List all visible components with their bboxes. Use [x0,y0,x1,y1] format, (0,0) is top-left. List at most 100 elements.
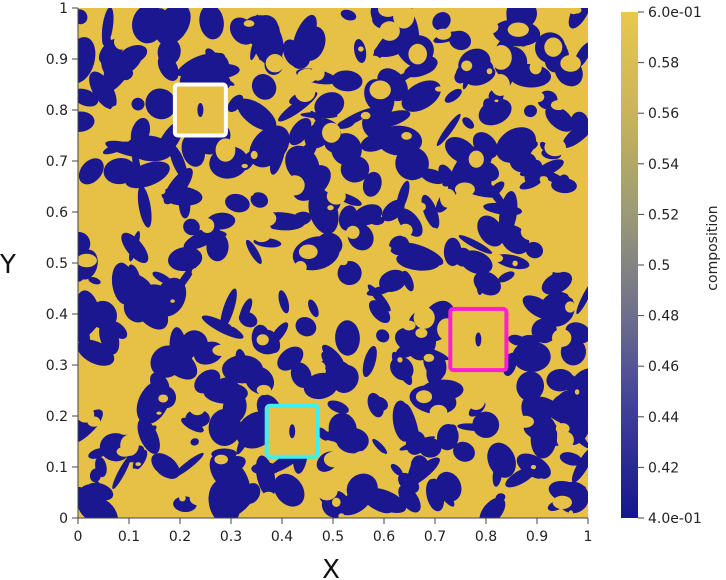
high-phase-domain [294,81,316,103]
high-phase-domain [560,55,581,72]
low-phase-domain [252,19,284,66]
high-phase-domain [248,190,255,196]
colorbar-tick-label: 0.54 [648,157,679,173]
low-phase-domain [86,482,114,501]
high-phase-domain [270,495,278,504]
y-tick-label: 0.1 [46,460,68,476]
low-phase-domain [250,192,269,208]
high-phase-domain [78,253,97,268]
inclusion [289,424,296,439]
high-phase-domain [549,260,567,273]
high-phase-domain [552,328,572,347]
inclusion [475,332,482,347]
low-phase-domain [372,438,388,455]
high-phase-domain [454,182,475,197]
high-phase-domain [476,20,499,35]
high-phase-domain [568,150,588,167]
low-phase-domain [494,254,530,270]
low-phase-domain [505,466,537,488]
high-phase-domain [250,150,258,160]
high-phase-domain [186,280,194,289]
high-phase-domain [108,242,125,256]
colorbar-tick-label: 0.58 [648,56,679,72]
colorbar-tick-label: 4.0e-01 [648,511,702,527]
low-phase-domain [576,280,588,315]
low-phase-domain [337,118,356,129]
low-phase-domain [337,261,362,286]
low-phase-domain [478,98,512,126]
y-axis-title: Y [0,250,16,280]
high-phase-domain [141,58,154,72]
low-phase-domain [541,271,573,295]
low-phase-domain [335,320,360,356]
high-phase-domain [353,466,362,475]
high-phase-domain [214,454,228,465]
high-phase-domain [415,390,433,404]
x-tick-label: 0 [74,529,83,545]
low-phase-domain [131,97,145,111]
high-phase-domain [159,186,166,195]
low-phase-domain [157,38,181,66]
high-phase-domain [312,361,326,373]
high-phase-domain [85,370,104,392]
colorbar-tick-label: 0.48 [648,309,679,325]
low-phase-domain [131,146,142,184]
low-phase-domain [78,37,96,84]
high-phase-domain [283,270,293,281]
low-phase-domain [565,322,588,344]
low-phase-domain [545,105,574,132]
low-phase-domain [392,400,413,442]
low-phase-domain [290,362,312,388]
low-phase-domain [220,288,237,330]
high-phase-domain [568,510,574,515]
low-phase-domain [479,497,506,518]
low-phase-domain [225,193,250,213]
low-phase-domain [278,290,290,314]
low-phase-domain [155,8,191,46]
y-tick-label: 0.3 [46,358,68,374]
low-phase-domain [443,237,462,267]
low-phase-domain [473,271,501,296]
x-tick-label: 1 [584,529,593,545]
high-phase-domain [339,258,348,266]
colorbar-tick-label: 0.52 [648,207,679,223]
x-tick-label: 0.1 [118,529,140,545]
high-phase-domain [490,45,512,70]
low-phase-domain [292,165,331,201]
low-phase-domain [190,438,199,446]
low-phase-domain [208,408,242,446]
composition-field [78,8,588,518]
high-phase-domain [256,384,272,396]
high-phase-domain [252,65,261,72]
low-phase-domain [137,418,160,454]
low-phase-domain [421,194,440,229]
high-phase-domain [360,276,367,282]
y-tick-label: 0 [59,511,68,527]
high-phase-domain [440,188,456,208]
low-phase-domain [426,355,445,385]
high-phase-domain [494,99,499,103]
low-phase-domain [462,117,475,129]
low-phase-domain [420,168,446,185]
high-phase-domain [386,246,392,252]
low-phase-domain [516,371,545,402]
low-phase-domain [400,148,414,167]
high-phase-domain [424,227,443,247]
high-phase-domain [323,451,344,468]
low-phase-domain [107,320,128,339]
low-phase-domain [369,300,391,324]
low-phase-domain [78,88,99,107]
high-phase-domain [158,394,169,403]
colorbar: 6.0e-01 0.58 0.56 0.54 0.52 0.5 0.48 0.46 0.44 0.… [621,5,721,527]
low-phase-domain [314,92,345,119]
low-phase-domain [227,94,244,113]
high-phase-domain [550,100,567,111]
low-phase-domain [291,124,305,140]
high-phase-domain [338,513,345,518]
low-phase-domain [236,420,255,455]
low-phase-domain [172,452,204,478]
high-phase-domain [544,138,566,157]
low-phase-domain [89,468,102,483]
high-phase-domain [189,492,207,506]
low-phase-domain [303,372,338,400]
